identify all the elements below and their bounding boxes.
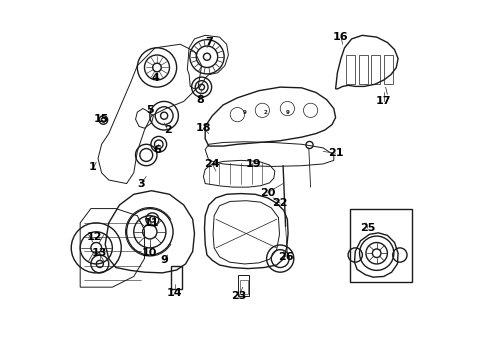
Text: 23: 23 bbox=[231, 291, 246, 301]
Text: 21: 21 bbox=[327, 148, 343, 158]
Bar bbox=[238, 275, 248, 296]
Text: 24: 24 bbox=[204, 159, 220, 169]
Text: 16: 16 bbox=[332, 32, 348, 42]
Text: 1: 1 bbox=[89, 162, 96, 172]
Text: 20: 20 bbox=[260, 188, 275, 198]
Text: 9: 9 bbox=[242, 110, 246, 114]
Text: 2: 2 bbox=[163, 125, 171, 135]
Bar bbox=[383, 55, 392, 84]
Bar bbox=[171, 266, 182, 289]
Text: 6: 6 bbox=[153, 145, 161, 155]
Text: 19: 19 bbox=[245, 159, 261, 169]
Text: 4: 4 bbox=[151, 73, 159, 83]
Text: 9: 9 bbox=[160, 255, 168, 265]
Text: 18: 18 bbox=[195, 123, 211, 133]
Text: 17: 17 bbox=[375, 96, 391, 107]
Bar bbox=[358, 55, 367, 84]
Text: 25: 25 bbox=[359, 223, 375, 233]
Text: 9: 9 bbox=[285, 110, 289, 114]
Text: 22: 22 bbox=[272, 198, 287, 208]
Text: 5: 5 bbox=[146, 105, 153, 115]
Text: 10: 10 bbox=[142, 248, 157, 258]
Text: 26: 26 bbox=[277, 252, 293, 262]
Bar bbox=[240, 280, 247, 294]
Text: 15: 15 bbox=[94, 114, 109, 124]
Text: 2: 2 bbox=[264, 110, 267, 114]
Text: 12: 12 bbox=[86, 232, 102, 242]
Text: 11: 11 bbox=[143, 218, 159, 228]
Bar bbox=[349, 208, 411, 282]
Text: 8: 8 bbox=[196, 95, 203, 105]
Text: 3: 3 bbox=[137, 179, 144, 189]
Text: 7: 7 bbox=[204, 37, 212, 48]
Text: 14: 14 bbox=[167, 288, 183, 297]
Bar bbox=[346, 55, 354, 84]
Text: 13: 13 bbox=[92, 248, 107, 258]
Bar bbox=[370, 55, 380, 84]
